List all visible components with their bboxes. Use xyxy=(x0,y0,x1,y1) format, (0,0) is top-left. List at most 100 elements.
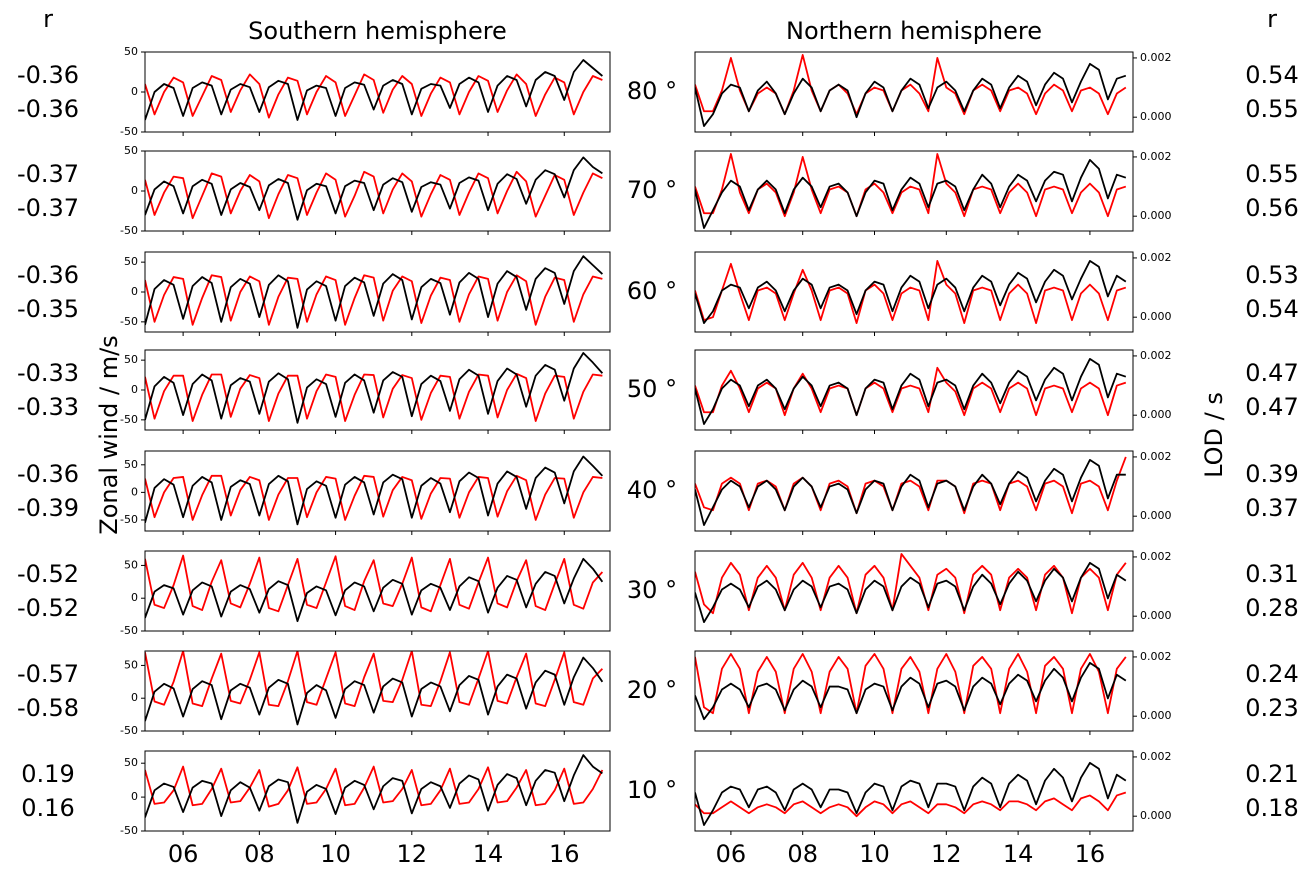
y-tick-label: 0.002 xyxy=(1140,550,1172,563)
y2-axis-label: LOD / s xyxy=(1200,392,1228,478)
r-value: 0.28 xyxy=(1245,594,1298,622)
x-tick-label: 10 xyxy=(859,840,890,868)
data-line xyxy=(145,656,604,726)
y-tick-label: 0.002 xyxy=(1140,650,1172,663)
y-tick-label: 0.000 xyxy=(1140,609,1172,622)
y-tick-label: -50 xyxy=(120,624,138,637)
axes-frame xyxy=(694,450,1134,532)
y-tick-label: 50 xyxy=(124,658,138,671)
axes-frame xyxy=(144,550,611,632)
r-value: 0.56 xyxy=(1245,194,1298,222)
r-value: -0.33 xyxy=(17,359,79,387)
r-value: -0.52 xyxy=(17,560,79,588)
axes-frame xyxy=(144,750,611,832)
latitude-label: 70 ° xyxy=(627,176,677,204)
data-line xyxy=(145,372,603,422)
data-line xyxy=(145,651,604,707)
axes-frame xyxy=(144,650,611,732)
r-value: 0.37 xyxy=(1245,494,1298,522)
y-tick-label: 0.000 xyxy=(1140,408,1172,421)
r-value: 0.23 xyxy=(1245,694,1298,722)
data-line xyxy=(695,54,1127,116)
data-line xyxy=(145,274,603,326)
axes-frame xyxy=(694,51,1134,133)
x-tick-label: 16 xyxy=(549,840,580,868)
data-line xyxy=(695,458,1126,526)
y-tick-label: 0.002 xyxy=(1140,150,1172,163)
y-tick-label: -50 xyxy=(120,224,138,237)
r-value: 0.18 xyxy=(1245,794,1298,822)
y-tick-label: 0.000 xyxy=(1140,709,1172,722)
r-value: -0.57 xyxy=(17,660,79,688)
y-tick-label: 0.000 xyxy=(1140,209,1172,222)
data-line xyxy=(695,761,1127,826)
y-tick-label: -50 xyxy=(120,413,138,426)
y-tick-label: 50 xyxy=(124,756,138,769)
r-value: -0.35 xyxy=(17,295,79,323)
y-tick-label: 0.002 xyxy=(1140,51,1172,64)
data-line xyxy=(695,158,1127,229)
y-tick-label: 0.002 xyxy=(1140,251,1172,264)
latitude-label: 40 ° xyxy=(627,476,677,504)
r-value: -0.33 xyxy=(17,393,79,421)
r-value: 0.19 xyxy=(21,760,74,788)
y-tick-label: 50 xyxy=(124,255,138,268)
x-tick-label: 10 xyxy=(320,840,351,868)
data-line xyxy=(145,73,603,119)
y-tick-label: -50 xyxy=(120,824,138,837)
data-line xyxy=(145,474,603,521)
r-value: 0.24 xyxy=(1245,660,1298,688)
data-line xyxy=(145,255,603,329)
r-value: -0.58 xyxy=(17,694,79,722)
data-line xyxy=(695,653,1127,715)
x-tick-label: 06 xyxy=(716,840,747,868)
data-line xyxy=(695,153,1127,218)
data-line xyxy=(145,455,604,526)
latitude-label: 80 ° xyxy=(627,77,677,105)
data-line xyxy=(695,366,1127,417)
y-tick-label: 50 xyxy=(124,144,138,157)
r-value: 0.47 xyxy=(1245,393,1298,421)
axes-frame xyxy=(694,349,1134,431)
axes-frame xyxy=(144,150,611,232)
latitude-label: 60 ° xyxy=(627,277,677,305)
data-line xyxy=(145,754,603,824)
r-value: 0.54 xyxy=(1245,295,1298,323)
latitude-label: 10 ° xyxy=(627,776,677,804)
y-axis-label: Zonal wind / m/s xyxy=(95,335,123,534)
r-value: -0.36 xyxy=(17,261,79,289)
data-line xyxy=(695,561,1127,624)
axes-frame xyxy=(144,251,611,333)
y-tick-label: 0 xyxy=(131,184,138,197)
r-value: -0.52 xyxy=(17,594,79,622)
data-line xyxy=(695,357,1127,425)
data-line xyxy=(145,170,603,220)
data-line xyxy=(695,553,1127,615)
r-value: -0.37 xyxy=(17,194,79,222)
r-header: r xyxy=(1267,5,1277,33)
data-line xyxy=(145,352,604,424)
y-tick-label: -50 xyxy=(120,513,138,526)
y-tick-label: 50 xyxy=(124,45,138,58)
r-header: r xyxy=(43,5,53,33)
y-tick-label: 50 xyxy=(124,458,138,471)
data-line xyxy=(695,259,1127,325)
data-line xyxy=(695,62,1127,127)
y-tick-label: -50 xyxy=(120,724,138,737)
data-line xyxy=(145,554,604,613)
r-value: -0.36 xyxy=(17,95,79,123)
x-tick-label: 08 xyxy=(244,840,275,868)
axes-frame xyxy=(694,550,1134,632)
y-tick-label: 0.002 xyxy=(1140,450,1172,463)
x-tick-label: 12 xyxy=(397,840,428,868)
data-line xyxy=(145,59,603,121)
x-tick-label: 08 xyxy=(787,840,818,868)
x-tick-label: 14 xyxy=(1003,840,1034,868)
panel-title: Northern hemisphere xyxy=(786,17,1042,45)
y-tick-label: 0.002 xyxy=(1140,349,1172,362)
x-tick-label: 12 xyxy=(931,840,962,868)
y-tick-label: 0 xyxy=(131,485,138,498)
r-value: -0.36 xyxy=(17,460,79,488)
r-value: 0.39 xyxy=(1245,460,1298,488)
